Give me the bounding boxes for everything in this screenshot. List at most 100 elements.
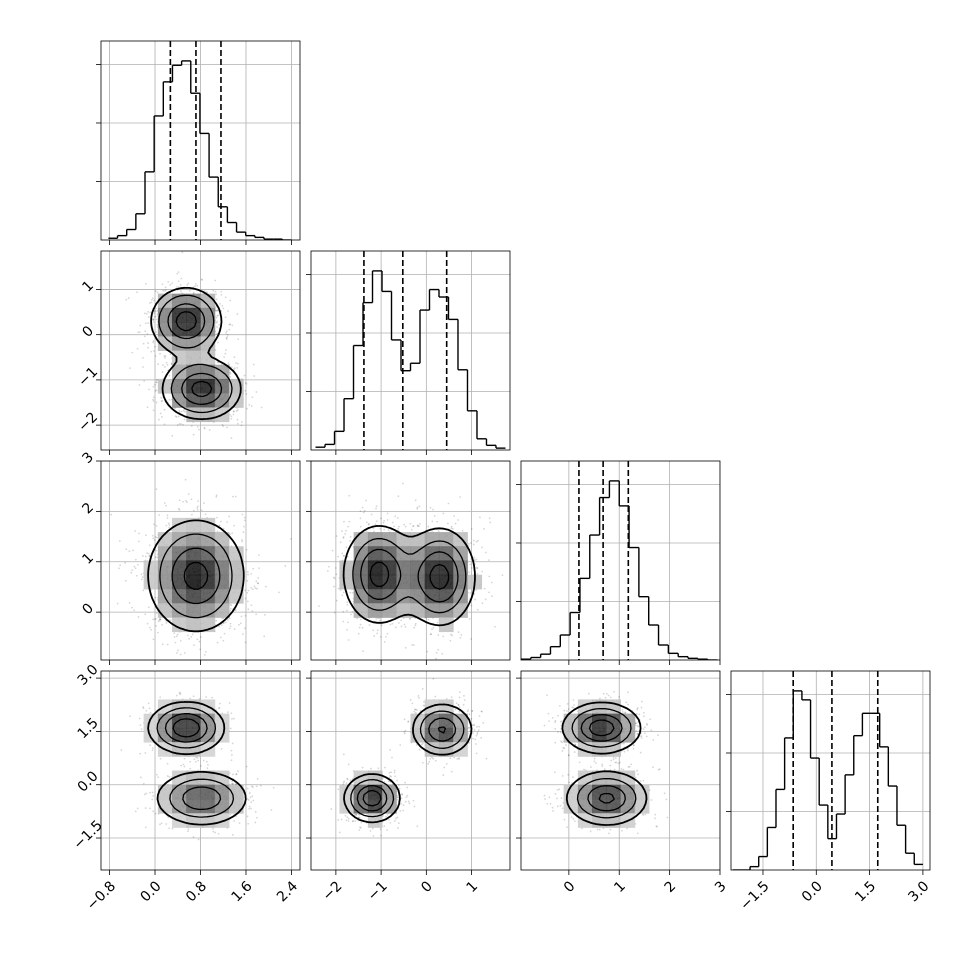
scatter-point: [153, 618, 156, 621]
contour-level-0: [147, 519, 245, 633]
scatter-point: [361, 626, 364, 629]
scatter-point: [189, 760, 192, 763]
scatter-point: [349, 535, 352, 538]
scatter-point: [348, 494, 351, 497]
scatter-point: [453, 515, 455, 517]
scatter-point: [220, 747, 223, 750]
scatter-point: [251, 588, 254, 591]
density-cell: [172, 393, 187, 408]
scatter-point: [215, 298, 218, 301]
scatter-point: [365, 521, 368, 524]
scatter-point: [144, 555, 147, 558]
scatter-point: [152, 318, 155, 321]
scatter-point: [233, 410, 235, 413]
scatter-point: [156, 556, 159, 559]
scatter-point: [363, 509, 366, 512]
scatter-point: [180, 290, 182, 292]
density-cell: [339, 574, 355, 590]
density-cell: [396, 560, 411, 576]
scatter-point: [154, 556, 157, 558]
scatter-point: [185, 499, 187, 502]
scatter-point: [239, 622, 242, 625]
scatter-point: [379, 635, 382, 638]
scatter-point: [225, 337, 228, 339]
scatter-point: [334, 567, 337, 569]
scatter-point: [116, 602, 119, 605]
scatter-point: [359, 623, 362, 626]
density-cell: [186, 532, 201, 547]
scatter-point: [335, 535, 338, 537]
scatter-point: [515, 554, 517, 556]
scatter-point: [174, 407, 176, 410]
scatter-point: [394, 626, 397, 629]
scatter-point: [347, 525, 350, 528]
scatter-point: [147, 316, 150, 318]
scatter-point: [247, 822, 250, 825]
scatter-point: [196, 507, 199, 509]
scatter-point: [142, 782, 145, 785]
scatter-point: [148, 555, 151, 558]
scatter-point: [482, 527, 485, 530]
scatter-point: [132, 549, 134, 552]
scatter-point: [219, 636, 222, 639]
scatter-point: [216, 326, 218, 328]
scatter-point: [148, 544, 151, 547]
scatter-point: [339, 589, 342, 592]
density-cell: [396, 588, 411, 604]
scatter-point: [349, 591, 352, 594]
scatter-point: [221, 304, 224, 307]
scatter-point: [177, 415, 180, 418]
scatter-point: [142, 707, 145, 710]
scatter-point: [203, 654, 206, 656]
scatter-point: [264, 585, 267, 588]
scatter-point: [118, 540, 121, 542]
density-cell: [353, 574, 369, 590]
scatter-point: [146, 622, 149, 625]
density-cell: [367, 560, 383, 576]
scatter-point: [186, 634, 189, 637]
scatter-point: [160, 396, 163, 399]
scatter-point: [348, 520, 351, 523]
scatter-point: [228, 627, 231, 630]
scatter-point: [236, 313, 239, 315]
scatter-point: [144, 330, 147, 333]
scatter-point: [170, 362, 173, 365]
scatter-point: [236, 366, 239, 369]
density-cell: [367, 588, 383, 604]
scatter-point: [264, 613, 266, 616]
scatter-point: [231, 717, 233, 720]
scatter-point: [153, 523, 155, 526]
scatter-point: [256, 582, 259, 585]
scatter-point: [153, 316, 156, 318]
scatter-point: [171, 434, 174, 437]
scatter-point: [226, 334, 229, 336]
scatter-point: [481, 546, 483, 549]
scatter-point: [468, 617, 471, 620]
scatter-point: [150, 350, 153, 353]
scatter-point: [258, 567, 260, 569]
scatter-point: [204, 513, 207, 516]
contour-level-3: [183, 561, 209, 590]
density-cell: [367, 603, 383, 618]
scatter-point: [201, 279, 203, 281]
scatter-point: [501, 574, 504, 577]
scatter-point: [157, 631, 159, 634]
scatter-point: [197, 500, 199, 503]
scatter-panel-2-1: [311, 461, 517, 660]
scatter-point: [199, 636, 202, 638]
histogram-panel-3: [731, 671, 930, 870]
scatter-point: [416, 507, 419, 510]
density-cell: [396, 546, 411, 561]
scatter-point: [346, 555, 349, 558]
scatter-point: [180, 277, 183, 280]
scatter-point: [257, 577, 260, 579]
scatter-point: [491, 595, 493, 598]
scatter-point: [215, 316, 218, 319]
scatter-point: [180, 423, 182, 425]
scatter-point: [118, 567, 120, 570]
density-cell: [157, 378, 173, 394]
scatter-point: [235, 410, 238, 413]
scatter-point: [372, 629, 375, 632]
scatter-point: [194, 283, 197, 285]
scatter-point: [337, 587, 340, 590]
